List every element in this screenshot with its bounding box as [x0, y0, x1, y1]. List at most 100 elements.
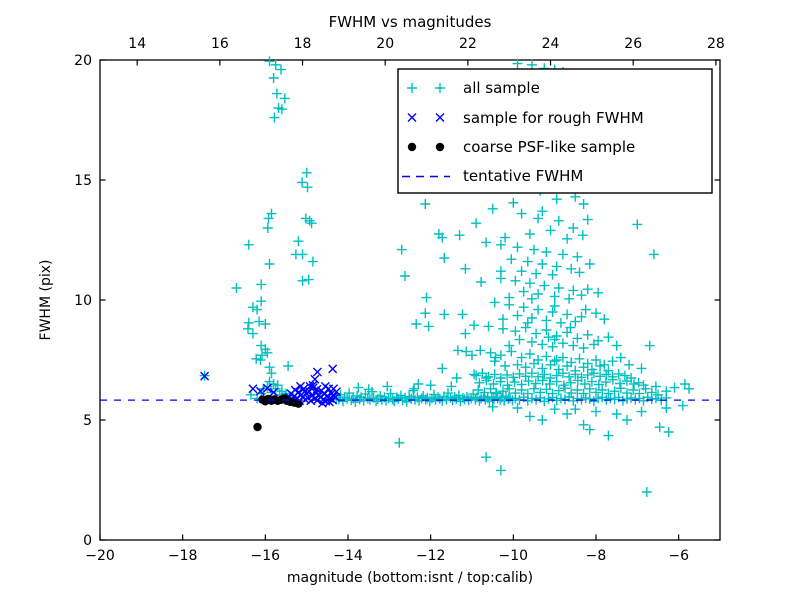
legend-label-tentative-fwhm: tentative FWHM — [463, 167, 583, 185]
plus-marker — [266, 368, 277, 379]
plus-marker — [354, 394, 365, 405]
dot-marker — [435, 142, 445, 152]
plus-marker — [252, 304, 263, 315]
plus-marker — [437, 232, 448, 243]
plus-marker — [520, 322, 531, 333]
plus-marker — [353, 382, 364, 393]
plus-marker — [539, 280, 550, 291]
plus-marker — [557, 368, 568, 379]
plus-marker — [568, 395, 579, 406]
x-marker — [435, 113, 445, 122]
plus-marker — [487, 203, 498, 214]
plus-marker — [605, 393, 616, 404]
plus-marker — [565, 322, 576, 333]
plus-marker — [489, 356, 500, 367]
plus-marker — [516, 266, 527, 277]
plus-marker — [582, 214, 593, 225]
plus-marker — [677, 400, 688, 411]
x-tick-label-top: 14 — [128, 36, 146, 52]
legend-label-psf-sample: coarse PSF-like sample — [463, 138, 635, 156]
plus-marker — [481, 237, 492, 248]
plus-marker — [477, 368, 488, 379]
plus-marker — [420, 308, 431, 319]
plus-marker — [547, 341, 558, 352]
plus-marker — [276, 104, 287, 115]
plus-marker — [562, 309, 573, 320]
plus-marker — [473, 385, 484, 395]
plus-marker — [600, 377, 611, 388]
plus-marker — [408, 385, 419, 396]
plus-marker — [539, 369, 550, 380]
plus-marker — [446, 381, 457, 392]
plus-marker — [572, 251, 583, 262]
plus-marker — [578, 388, 589, 399]
plus-marker — [547, 307, 558, 317]
y-tick-label: 10 — [74, 293, 92, 309]
plus-marker — [502, 369, 513, 380]
plus-marker — [483, 321, 494, 332]
plus-marker — [400, 271, 410, 281]
plus-marker — [484, 396, 495, 407]
plus-marker — [413, 379, 424, 389]
plus-marker — [669, 382, 680, 393]
plus-marker — [547, 269, 558, 280]
plus-marker — [243, 323, 253, 334]
plus-marker — [577, 230, 588, 241]
plus-marker — [551, 261, 562, 272]
plus-marker — [574, 267, 585, 278]
x-tick-label-top: 16 — [211, 36, 229, 52]
plus-marker — [599, 314, 610, 325]
plus-marker — [523, 376, 534, 387]
plus-marker — [498, 323, 508, 334]
plus-marker — [485, 347, 496, 358]
legend-label-all-sample: all sample — [463, 79, 540, 97]
plus-marker — [385, 388, 396, 399]
plus-marker — [367, 386, 377, 397]
plus-marker — [487, 401, 498, 412]
plus-marker — [576, 290, 587, 301]
legend-markers — [402, 83, 450, 178]
plus-marker — [545, 373, 556, 383]
plus-marker — [429, 389, 439, 400]
plus-marker — [629, 379, 639, 389]
plus-marker — [439, 309, 450, 320]
x-marker — [269, 387, 279, 397]
x-tick-label-top: 26 — [624, 36, 642, 52]
plus-marker — [593, 287, 604, 298]
legend-box — [397, 68, 713, 194]
plus-marker — [541, 247, 552, 257]
plus-marker — [636, 363, 647, 374]
plus-marker — [504, 383, 515, 394]
plus-marker — [506, 346, 517, 357]
plus-marker — [522, 395, 533, 406]
plus-marker — [500, 361, 511, 371]
plus-marker — [524, 349, 535, 359]
plus-marker — [260, 319, 271, 329]
y-tick-label: 0 — [83, 533, 92, 549]
dot-marker — [294, 399, 303, 408]
x-tick-label-bottom: −6 — [668, 548, 689, 564]
axis-ticks: −20 −18 −16 −14 −12 −10 −8 −6 14 16 18 20 22 24 26 28 0 5… — [74, 36, 725, 564]
plus-marker — [262, 347, 273, 358]
x-tick-label-bottom: −12 — [416, 548, 446, 564]
plus-marker — [679, 379, 690, 389]
x-tick-label-bottom: −14 — [333, 548, 363, 564]
plus-marker — [495, 273, 506, 284]
legend: all sample sample for rough FWHM coarse … — [397, 68, 713, 194]
plus-marker — [266, 387, 277, 398]
plus-marker — [648, 249, 659, 260]
plus-marker — [467, 350, 477, 361]
plus-marker — [518, 302, 529, 313]
plus-marker — [595, 361, 606, 371]
plus-marker — [555, 393, 566, 404]
plus-marker — [293, 236, 304, 247]
plus-marker — [611, 340, 622, 351]
x-marker — [248, 384, 258, 394]
plus-marker — [582, 369, 593, 380]
plus-marker — [460, 263, 471, 274]
plus-marker — [301, 167, 312, 178]
dot-marker — [407, 142, 417, 152]
plus-marker — [579, 379, 590, 389]
plus-marker — [495, 350, 506, 361]
x-marker — [305, 381, 315, 391]
